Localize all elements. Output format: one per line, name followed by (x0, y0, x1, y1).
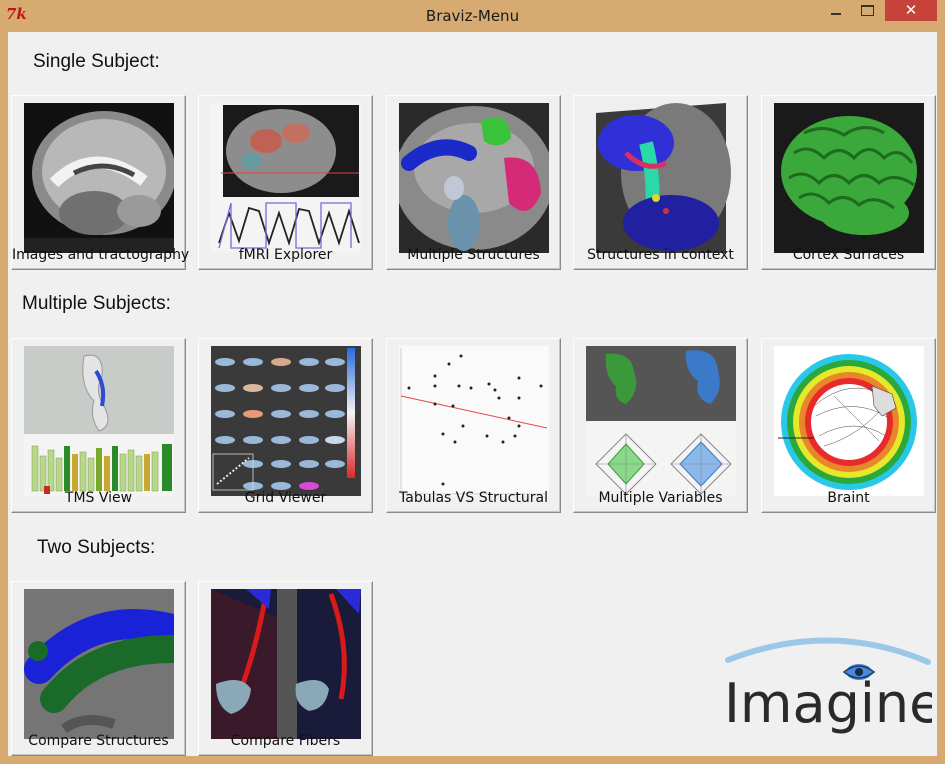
multiple-structures-thumbnail (399, 103, 549, 253)
images-tractography-thumbnail (24, 103, 174, 253)
close-icon: ✕ (904, 1, 918, 19)
compare-fibers-label: Compare Fibers (230, 733, 341, 749)
images-tractography-label: Images and tractography (12, 247, 190, 263)
multiple-structures-button[interactable]: Multiple Structures (386, 95, 561, 270)
compare-structures-thumbnail (24, 589, 174, 739)
maximize-button[interactable] (853, 0, 881, 21)
menu-panel: Single Subject: Images and tractography (8, 32, 942, 756)
compare-fibers-button[interactable]: Compare Fibers (198, 581, 373, 756)
close-button[interactable]: ✕ (885, 0, 937, 21)
tabulas-vs-structural-thumbnail (399, 346, 549, 496)
tms-view-label: TMS View (64, 490, 133, 506)
multiple-structures-label: Multiple Structures (407, 247, 540, 263)
imagine-logo: Imagine (720, 632, 942, 752)
multiple-variables-button[interactable]: Multiple Variables (573, 338, 748, 513)
multiple-variables-label: Multiple Variables (598, 490, 723, 506)
multiple-variables-thumbnail (586, 346, 736, 496)
compare-structures-button[interactable]: Compare Structures (11, 581, 186, 756)
braint-thumbnail (774, 346, 924, 496)
fmri-explorer-label: fMRI Explorer (238, 247, 333, 263)
compare-fibers-thumbnail (211, 589, 361, 739)
imagine-logo-text: Imagine (724, 672, 932, 735)
structures-in-context-thumbnail (586, 103, 736, 253)
cortex-surfaces-button[interactable]: Cortex Surfaces (761, 95, 936, 270)
minimize-button[interactable] (822, 0, 852, 21)
window-title: Braviz-Menu (425, 7, 520, 25)
grid-viewer-label: Grid Viewer (244, 490, 327, 506)
cortex-surfaces-thumbnail (774, 103, 924, 253)
section-two-subjects: Two Subjects: (37, 537, 156, 558)
section-single-subject: Single Subject: (33, 51, 160, 72)
fmri-explorer-button[interactable]: fMRI Explorer (198, 95, 373, 270)
imagine-logo-graphic: Imagine (724, 637, 942, 735)
tk-app-icon: 7k (6, 5, 27, 23)
grid-viewer-thumbnail (211, 346, 361, 496)
tabulas-vs-structural-button[interactable]: Tabulas VS Structural (386, 338, 561, 513)
tabulas-vs-structural-label: Tabulas VS Structural (399, 490, 548, 506)
braint-button[interactable]: Braint (761, 338, 936, 513)
section-multiple-subjects: Multiple Subjects: (22, 293, 171, 314)
structures-in-context-button[interactable]: Structures in context (573, 95, 748, 270)
compare-structures-label: Compare Structures (28, 733, 169, 749)
fmri-explorer-thumbnail (211, 103, 361, 253)
braint-label: Braint (827, 490, 870, 506)
tms-view-button[interactable]: TMS View (11, 338, 186, 513)
cortex-surfaces-label: Cortex Surfaces (792, 247, 905, 263)
grid-viewer-button[interactable]: Grid Viewer (198, 338, 373, 513)
tms-view-thumbnail (24, 346, 174, 496)
title-bar[interactable]: 7k Braviz-Menu ✕ (0, 0, 945, 32)
structures-in-context-label: Structures in context (587, 247, 734, 263)
images-tractography-button[interactable]: Images and tractography (11, 95, 190, 270)
